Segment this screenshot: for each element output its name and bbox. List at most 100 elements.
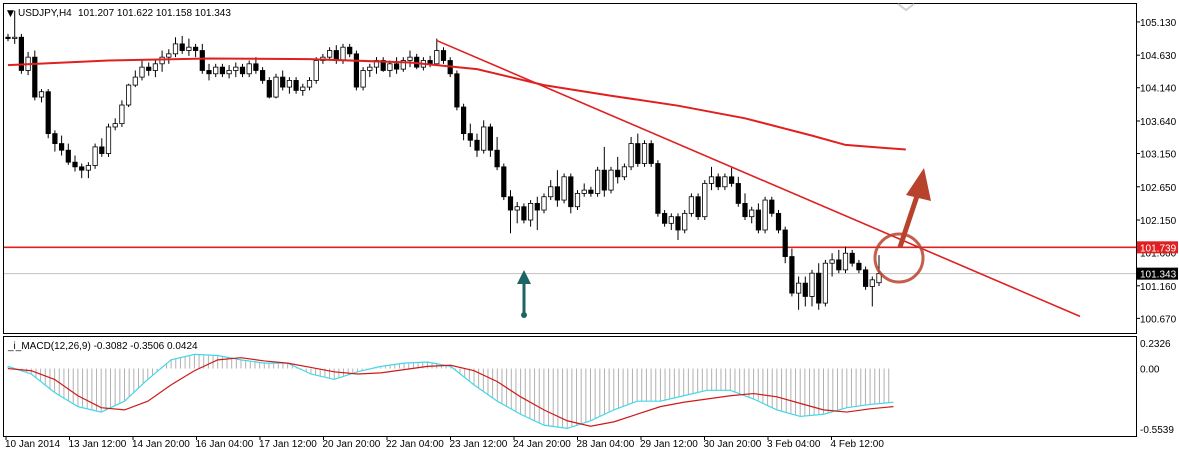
macd-y-tick-label: 0.2326 [1140, 339, 1171, 350]
candle-body [494, 149, 500, 168]
candle-body [59, 143, 65, 151]
candle-body [467, 133, 473, 141]
candle-body [628, 143, 634, 168]
candle-body [474, 139, 480, 151]
candle-body [601, 169, 607, 191]
candle-body [755, 209, 762, 231]
candle-body [487, 126, 494, 151]
x-tick-label: 29 Jan 12:00 [640, 439, 698, 450]
candle-body [367, 66, 373, 71]
x-tick-label: 22 Jan 04:00 [386, 439, 444, 450]
candle-body [306, 80, 313, 88]
candle-body [199, 50, 205, 71]
candle-body [829, 259, 835, 264]
candle-body [393, 63, 400, 70]
x-tick-label: 24 Jan 20:00 [513, 439, 571, 450]
candle-body [782, 229, 788, 257]
y-tick-label: 102.650 [1140, 183, 1177, 194]
candle-body [554, 186, 561, 201]
candle-body [12, 36, 18, 39]
candle-body [615, 169, 621, 178]
macd-y-tick-label: -0.5539 [1140, 425, 1174, 436]
candle-body [340, 46, 346, 61]
candle-body [816, 272, 822, 304]
candle-body [749, 209, 755, 218]
candle-body [789, 256, 795, 294]
price-label: 101.343 [1140, 270, 1177, 281]
candle-body [641, 143, 648, 164]
candle-body [226, 70, 232, 75]
candle-body [38, 91, 45, 98]
candle-body [152, 63, 158, 71]
macd-signal-line [7, 357, 894, 427]
candle-body [400, 60, 406, 70]
y-tick-label: 103.640 [1140, 117, 1177, 128]
candle-body [132, 76, 138, 86]
candle-body [18, 36, 25, 71]
candle-body [233, 66, 239, 71]
moving-average-line [7, 57, 906, 151]
x-tick-label: 10 Jan 2014 [5, 439, 60, 450]
symbol-label: USDJPY,H4 [18, 8, 72, 19]
candle-body [501, 166, 507, 198]
candle-body [166, 53, 172, 58]
candle-body [253, 63, 259, 71]
candle-body [836, 259, 842, 271]
candle-body [333, 50, 339, 61]
y-tick-label: 102.150 [1140, 216, 1177, 227]
candle-body [561, 176, 567, 201]
candle-body [802, 282, 808, 297]
candle-body [360, 70, 366, 88]
candle-body [206, 70, 212, 75]
dropdown-triangle-icon[interactable]: ▼ [7, 9, 14, 19]
candle-body [668, 216, 674, 224]
candle-body [521, 206, 527, 221]
candle-body [588, 189, 594, 194]
candle-body [186, 46, 192, 51]
candle-body [266, 80, 272, 98]
candle-body [514, 206, 520, 211]
x-tick-label: 17 Jan 12:00 [259, 439, 317, 450]
candle-body [688, 196, 695, 214]
support-arrow-dot [521, 312, 527, 318]
support-arrowhead-icon [517, 270, 531, 284]
candle-body [675, 216, 681, 231]
candle-body [32, 56, 38, 98]
y-tick-label: 105.130 [1140, 18, 1177, 29]
candle-body [809, 272, 815, 297]
candle-body [648, 143, 654, 164]
candle-body [735, 183, 741, 204]
x-tick-label: 4 Feb 12:00 [831, 439, 885, 450]
candle-body [259, 70, 266, 81]
candle-body [702, 183, 708, 218]
ohlc-label: 101.207 101.622 101.158 101.343 [78, 8, 231, 19]
candle-body [708, 176, 715, 184]
candle-body [548, 186, 554, 198]
candle-body [159, 56, 165, 65]
candle-body [427, 60, 433, 65]
candle-body [293, 80, 299, 91]
candle-body [99, 146, 105, 154]
candle-body [621, 166, 628, 178]
breakout-arrowhead-icon [906, 168, 931, 201]
candle-body [460, 106, 467, 135]
candle-body [481, 126, 487, 151]
candle-body [775, 212, 782, 231]
y-tick-label: 103.150 [1140, 150, 1177, 161]
corner-marker-icon [897, 3, 915, 12]
x-tick-label: 16 Jan 04:00 [196, 439, 254, 450]
y-tick-label: 101.660 [1140, 249, 1177, 260]
y-tick-label: 104.140 [1140, 84, 1177, 95]
candle-body [347, 46, 353, 55]
candle-body [326, 50, 333, 58]
candle-body [192, 46, 199, 51]
candle-body [239, 66, 246, 75]
x-tick-label: 3 Feb 04:00 [767, 439, 821, 450]
main-plot-border [3, 3, 1137, 334]
candle-body [856, 262, 862, 271]
candle-body [722, 176, 728, 188]
candle-body [695, 196, 701, 218]
candle-body [534, 202, 540, 211]
